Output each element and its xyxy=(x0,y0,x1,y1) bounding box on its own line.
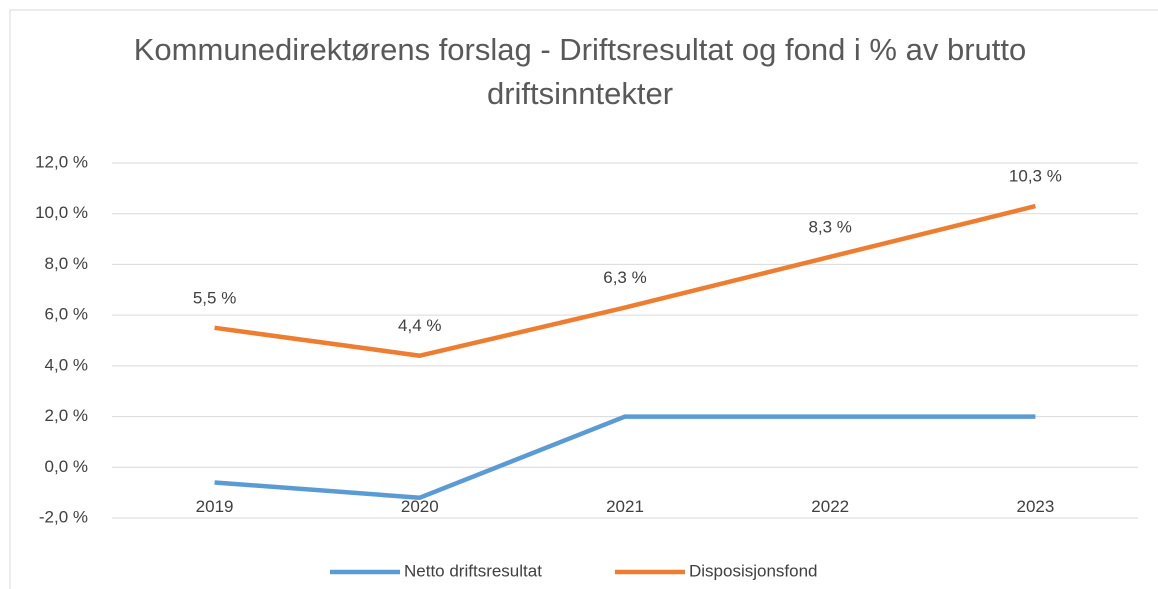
data-label: 10,3 % xyxy=(1009,167,1062,186)
chart-title: Kommunedirektørens forslag - Driftsresul… xyxy=(133,32,1027,111)
data-label: 4,4 % xyxy=(398,316,441,335)
y-tick-label: -2,0 % xyxy=(39,507,88,526)
legend-label: Disposisjonsfond xyxy=(689,561,818,580)
series-line xyxy=(214,414,1036,500)
legend-label: Netto driftsresultat xyxy=(404,561,542,580)
y-tick-label: 10,0 % xyxy=(35,203,88,222)
y-tick-label: 4,0 % xyxy=(45,355,88,374)
y-tick-label: 2,0 % xyxy=(45,406,88,425)
data-label: 6,3 % xyxy=(603,268,646,287)
y-tick-label: 12,0 % xyxy=(35,152,88,171)
x-tick-label: 2023 xyxy=(1016,497,1054,516)
x-tick-label: 2020 xyxy=(401,497,439,516)
y-tick-label: 6,0 % xyxy=(45,305,88,324)
x-tick-label: 2021 xyxy=(606,497,644,516)
x-tick-label: 2022 xyxy=(811,497,849,516)
y-tick-label: 8,0 % xyxy=(45,254,88,273)
series-line xyxy=(214,203,1036,358)
y-tick-label: 0,0 % xyxy=(45,457,88,476)
data-label: 5,5 % xyxy=(193,288,236,307)
x-tick-label: 2019 xyxy=(196,497,234,516)
data-label: 8,3 % xyxy=(808,217,851,236)
